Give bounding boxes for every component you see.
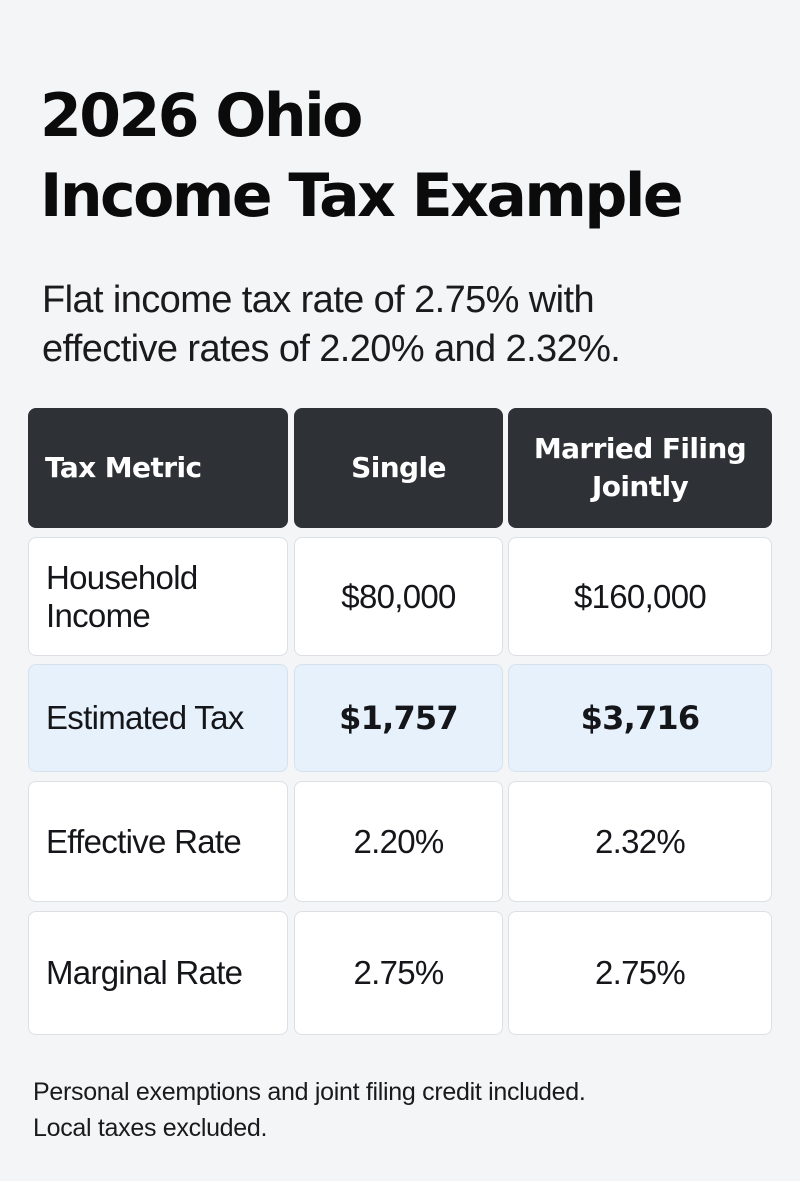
row-label-estimated-tax: Estimated Tax bbox=[28, 664, 288, 772]
subtitle-line-2: effective rates of 2.20% and 2.32%. bbox=[42, 328, 621, 370]
cell-single-estimated-tax: $1,757 bbox=[294, 664, 503, 772]
cell-married-effective-rate: 2.32% bbox=[508, 781, 772, 902]
cell-married-estimated-tax: $3,716 bbox=[508, 664, 772, 772]
title-line-2: Income Tax Example bbox=[40, 161, 684, 231]
subtitle: Flat income tax rate of 2.75% with effec… bbox=[42, 276, 782, 374]
footnote-line-1: Personal exemptions and joint filing cre… bbox=[33, 1078, 586, 1106]
footnote: Personal exemptions and joint filing cre… bbox=[33, 1074, 783, 1146]
page-title: 2026 Ohio Income Tax Example bbox=[40, 76, 780, 236]
column-header-married: Married Filing Jointly bbox=[508, 408, 772, 528]
row-label-marginal-rate: Marginal Rate bbox=[28, 911, 288, 1035]
cell-married-marginal-rate: 2.75% bbox=[508, 911, 772, 1035]
cell-married-household-income: $160,000 bbox=[508, 537, 772, 656]
subtitle-line-1: Flat income tax rate of 2.75% with bbox=[42, 279, 595, 321]
row-label-household-income: Household Income bbox=[28, 537, 288, 656]
cell-single-household-income: $80,000 bbox=[294, 537, 503, 656]
cell-single-effective-rate: 2.20% bbox=[294, 781, 503, 902]
row-label-effective-rate: Effective Rate bbox=[28, 781, 288, 902]
footnote-line-2: Local taxes excluded. bbox=[33, 1114, 268, 1142]
column-header-tax-metric: Tax Metric bbox=[28, 408, 288, 528]
column-header-single: Single bbox=[294, 408, 503, 528]
cell-single-marginal-rate: 2.75% bbox=[294, 911, 503, 1035]
title-line-1: 2026 Ohio bbox=[40, 81, 363, 151]
